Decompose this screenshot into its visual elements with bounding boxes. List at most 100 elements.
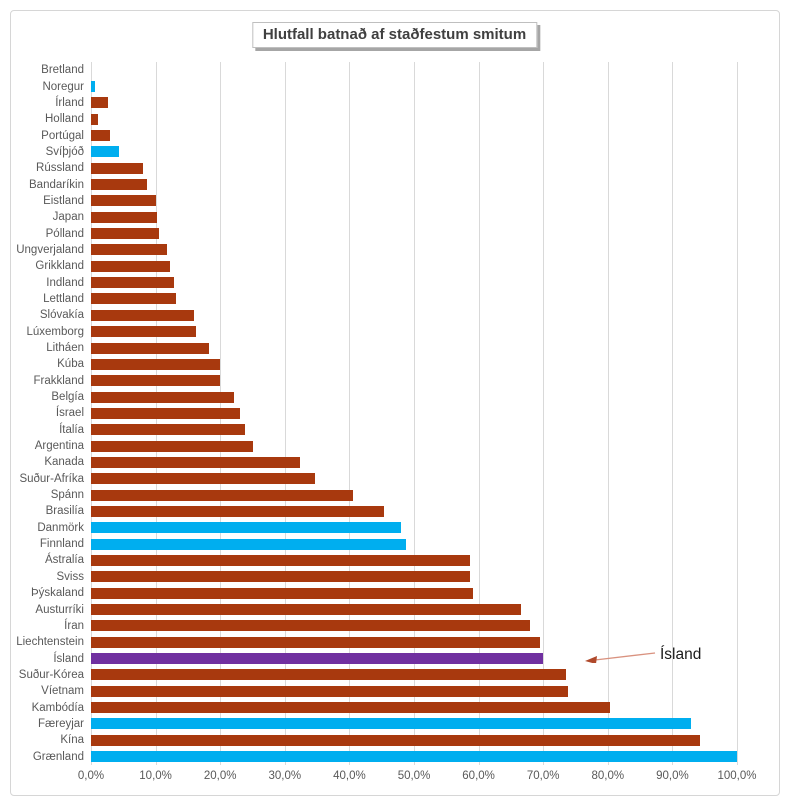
y-label-Kambódía: Kambódía (31, 701, 84, 714)
bar-Ítalía (91, 424, 245, 436)
bar-row (91, 683, 737, 699)
bar-row (91, 340, 737, 356)
y-label-Svíþjóð: Svíþjóð (45, 145, 84, 158)
y-label-Argentina: Argentina (34, 440, 84, 453)
gridline (478, 62, 480, 765)
bar-Ísland (91, 653, 543, 665)
y-label-Ungverjaland: Ungverjaland (16, 243, 84, 256)
bar-row (91, 438, 737, 454)
y-label-Bandaríkin: Bandaríkin (29, 178, 84, 191)
bar-row (91, 601, 737, 617)
bar-Austurríki (91, 604, 521, 616)
annotation-arrow-icon (585, 652, 656, 663)
island-annotation: Ísland (585, 644, 755, 666)
y-label-Litháen: Litháen (46, 342, 84, 355)
bar-row (91, 422, 737, 438)
y-label-Suður-Afríka: Suður-Afríka (19, 472, 84, 485)
y-label-Sviss: Sviss (56, 570, 84, 583)
y-label-Brasilía: Brasilía (45, 505, 84, 518)
bar-row (91, 127, 737, 143)
bar-row (91, 356, 737, 372)
bar-row (91, 324, 737, 340)
bar-Frakkland (91, 375, 221, 387)
y-label-Kúba: Kúba (57, 358, 84, 371)
bar-row (91, 111, 737, 127)
bar-row (91, 618, 737, 634)
bar-Litháen (91, 342, 210, 354)
y-label-Ísland: Ísland (53, 652, 84, 665)
bar-Suður-Kórea (91, 669, 567, 681)
gridline (737, 62, 738, 765)
bar-row (91, 716, 737, 732)
x-label: 30,0% (268, 770, 302, 782)
y-label-Þýskaland: Þýskaland (30, 587, 84, 600)
y-label-Danmörk: Danmörk (37, 521, 84, 534)
bar-Kúba (91, 358, 220, 370)
bar-row (91, 503, 737, 519)
bar-row (91, 209, 737, 225)
bar-Grænland (91, 751, 737, 763)
bar-Holland (91, 113, 99, 125)
bar-row (91, 405, 737, 421)
y-label-Finnland: Finnland (39, 538, 84, 551)
bar-Noregur (91, 81, 95, 93)
bar-Lúxemborg (91, 326, 196, 338)
gridline (349, 62, 351, 765)
bar-row (91, 585, 737, 601)
y-label-Ástralía: Ástralía (45, 554, 84, 567)
y-label-Portúgal: Portúgal (41, 129, 84, 142)
bar-Rússland (91, 162, 144, 174)
x-axis-labels: 0,0% 10,0% 20,0% 30,0% 40,0% 50,0% 60,0% 70,0% 8… (0, 770, 789, 786)
chart-title: Hlutfall batnað af staðfestum smitum (251, 22, 538, 48)
bar-row (91, 748, 737, 764)
y-label-Frakkland: Frakkland (33, 374, 85, 387)
y-label-Lúxemborg: Lúxemborg (26, 325, 84, 338)
bar-row (91, 62, 737, 78)
y-label-Lettland: Lettland (43, 292, 84, 305)
gridline (672, 62, 674, 765)
x-label: 20,0% (203, 770, 237, 782)
bar-row (91, 454, 737, 470)
gridline (414, 62, 415, 765)
bar-Írland (91, 97, 108, 109)
bar-row (91, 242, 737, 258)
bar-Ísrael (91, 407, 241, 419)
bar-Bandaríkin (91, 179, 147, 191)
bar-row (91, 373, 737, 389)
bar-row (91, 176, 737, 192)
bar-Kanada (91, 456, 301, 468)
bar-Svíþjóð (91, 146, 120, 158)
bar-row (91, 520, 737, 536)
bar-Suður-Afríka (91, 473, 316, 485)
bar-row (91, 536, 737, 552)
bar-Íran (91, 620, 530, 632)
x-label: 0,0% (77, 770, 105, 782)
bar-row (91, 291, 737, 307)
x-label: 10,0% (139, 770, 172, 782)
bar-Finnland (91, 538, 407, 550)
bar-Ungverjaland (91, 244, 168, 256)
y-label-Bretland: Bretland (41, 64, 84, 77)
bar-Japan (91, 211, 157, 223)
bar-Grikkland (91, 260, 171, 272)
bar-row (91, 307, 737, 323)
x-label: 50,0% (397, 770, 431, 782)
bar-row (91, 274, 737, 290)
bar-Indland (91, 277, 175, 289)
y-label-Eistland: Eistland (43, 194, 84, 207)
bar-Spánn (91, 489, 353, 501)
bar-Ástralía (91, 554, 470, 566)
bar-Þýskaland (91, 587, 473, 599)
bar-row (91, 634, 737, 650)
bar-row (91, 699, 737, 715)
y-label-Belgía: Belgía (51, 391, 84, 404)
bar-row (91, 487, 737, 503)
bar-Pólland (91, 228, 160, 240)
y-label-Færeyjar: Færeyjar (37, 717, 84, 730)
y-label-Ítalía: Ítalía (59, 423, 84, 436)
bar-row (91, 552, 737, 568)
chart-card (10, 10, 780, 796)
bar-Danmörk (91, 522, 402, 534)
x-label: 70,0% (526, 770, 560, 782)
bar-row (91, 193, 737, 209)
